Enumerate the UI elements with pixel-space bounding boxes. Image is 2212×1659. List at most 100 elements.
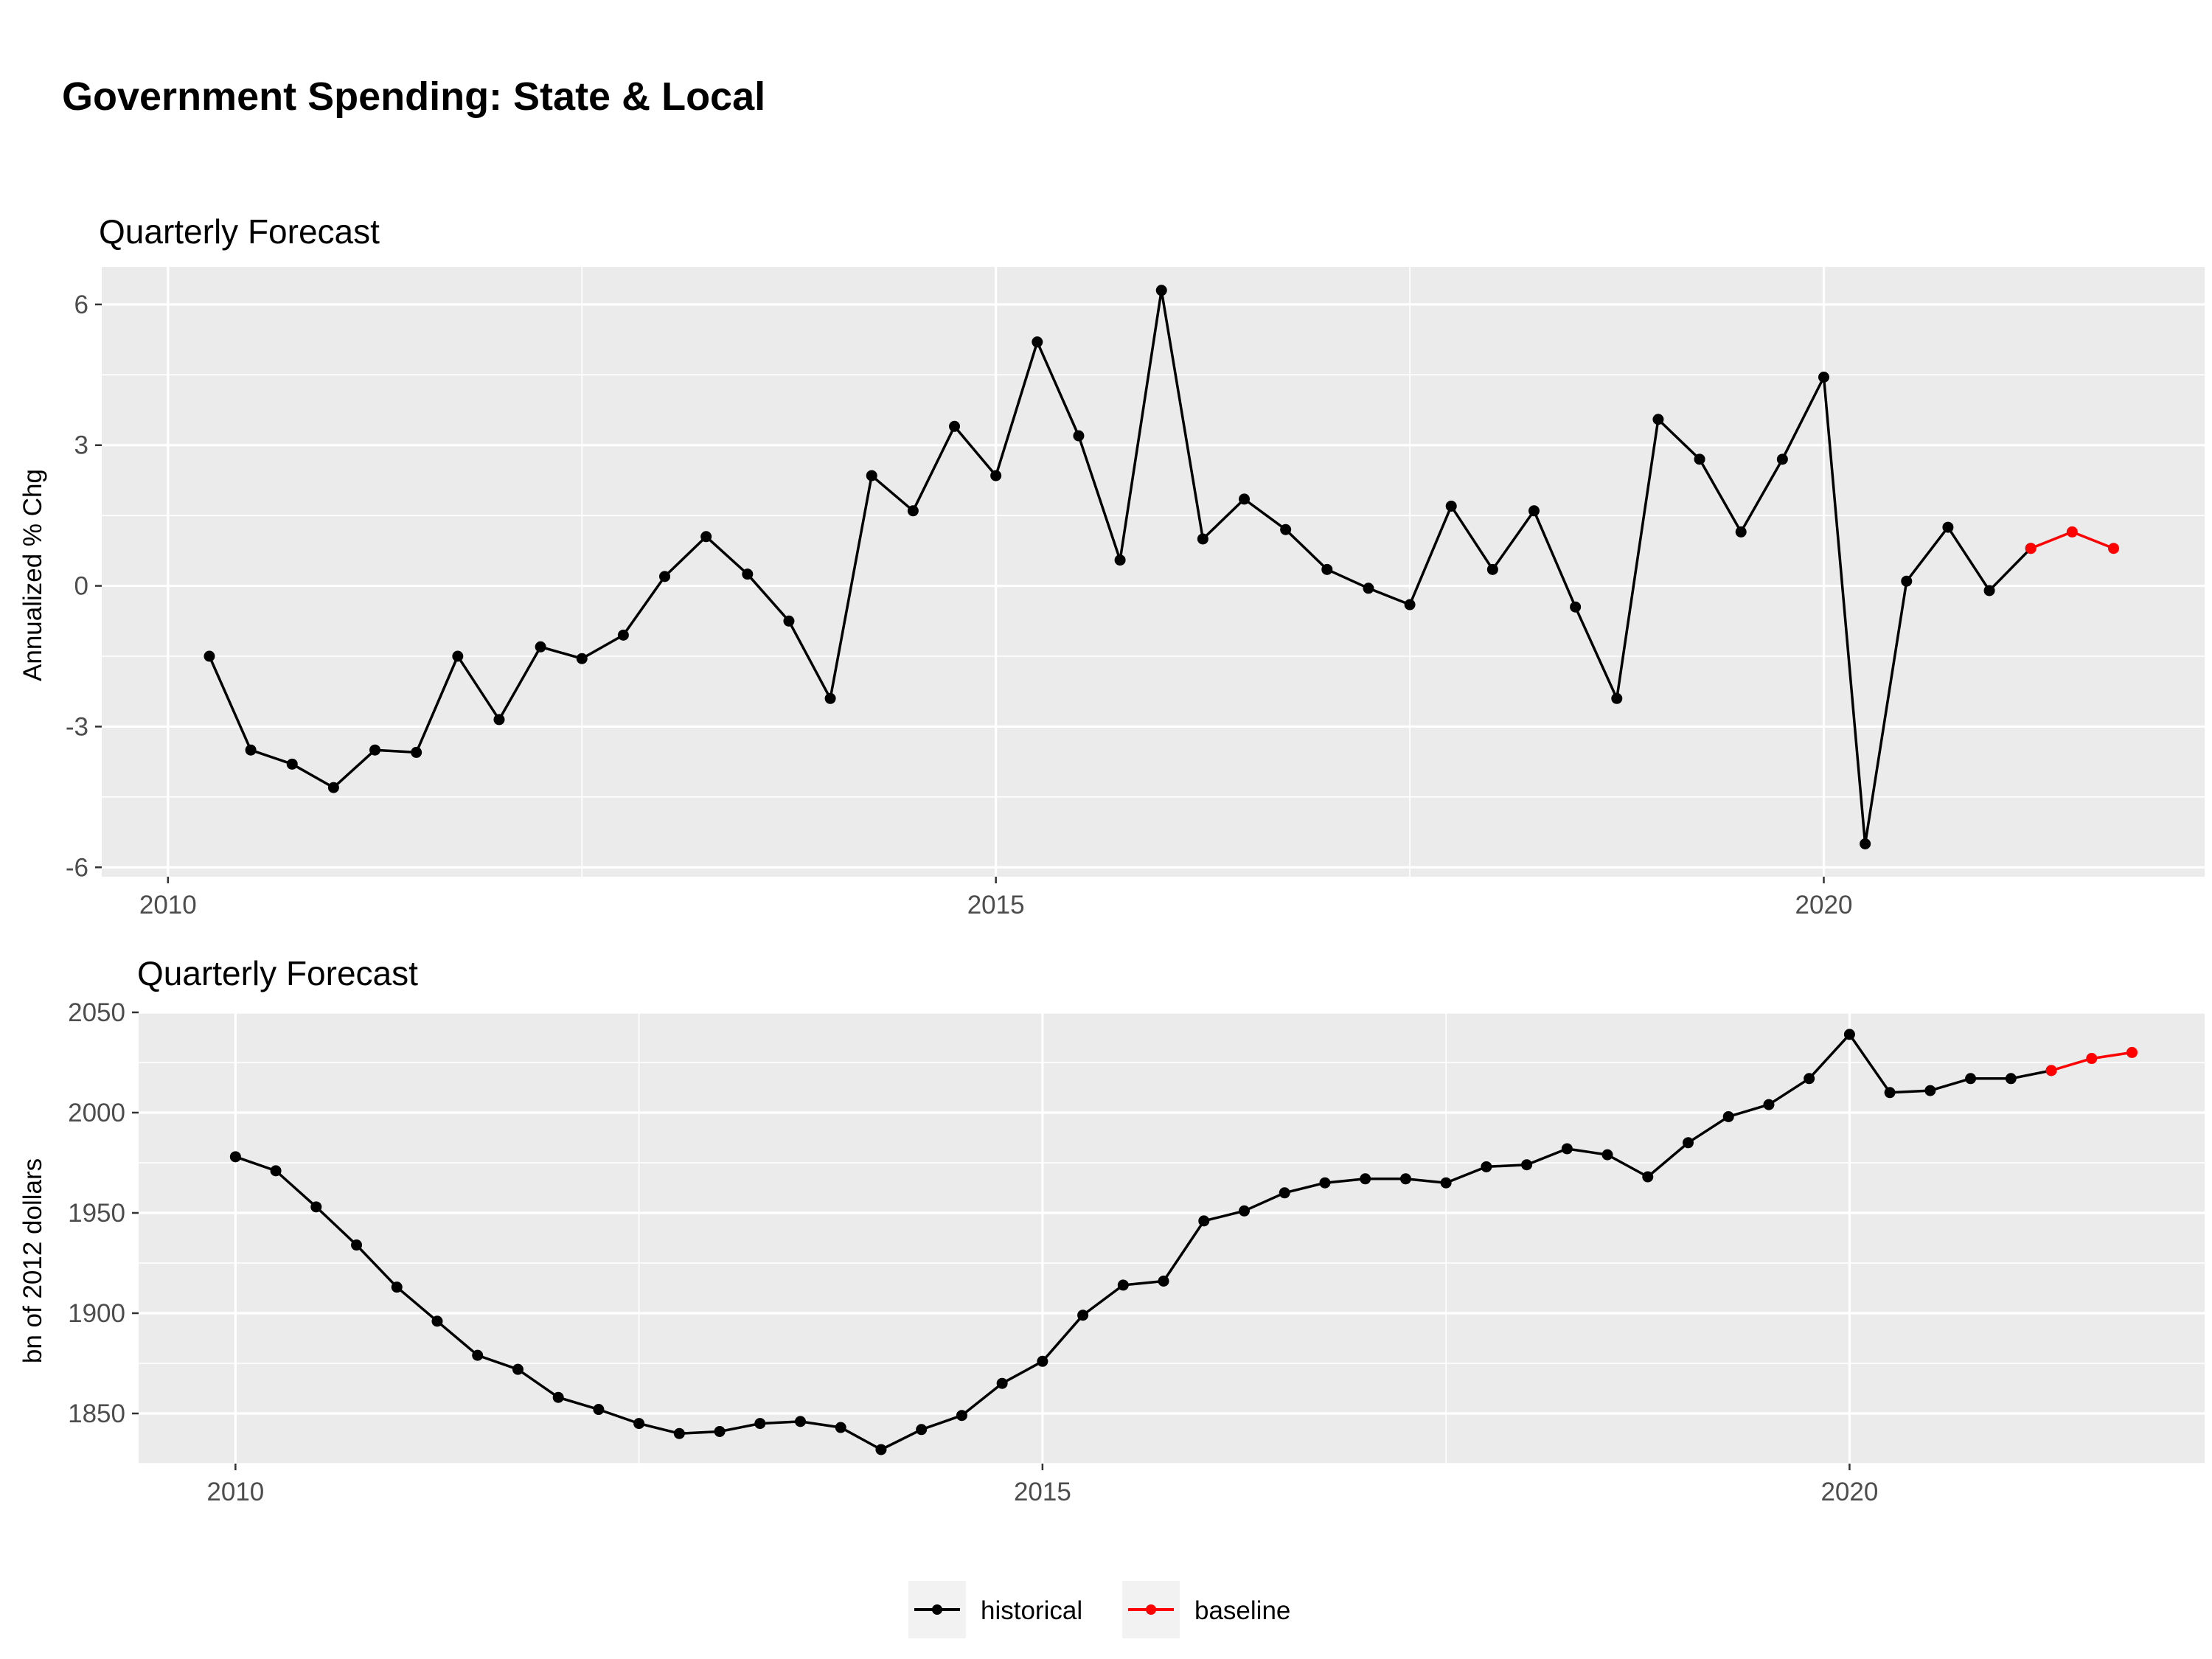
data-point-historical <box>700 531 712 543</box>
data-point-historical <box>617 629 629 641</box>
data-point-historical <box>866 470 877 481</box>
data-point-historical <box>576 653 588 664</box>
data-point-historical <box>1901 575 1913 587</box>
data-point-baseline <box>2025 543 2037 554</box>
data-point-historical <box>824 692 836 704</box>
data-point-historical <box>1570 601 1582 613</box>
data-point-historical <box>1652 414 1664 425</box>
data-point-historical <box>1198 1215 1210 1227</box>
data-point-historical <box>1363 582 1374 594</box>
y-tick-label: -3 <box>66 712 88 741</box>
data-point-historical <box>552 1391 564 1403</box>
x-tick-label: 2020 <box>1795 891 1853 919</box>
data-point-historical <box>1360 1173 1371 1185</box>
data-point-historical <box>1404 599 1416 611</box>
data-point-historical <box>1037 1355 1048 1367</box>
x-tick-label: 2010 <box>139 891 197 919</box>
data-point-historical <box>1804 1073 1815 1085</box>
y-tick-label: 6 <box>74 291 88 319</box>
data-point-historical <box>411 746 422 758</box>
panel-title-bottom: Quarterly Forecast <box>137 954 418 992</box>
data-point-historical <box>916 1424 928 1436</box>
data-point-historical <box>1942 521 1954 533</box>
x-tick-label: 2015 <box>967 891 1025 919</box>
data-point-historical <box>512 1363 524 1375</box>
data-point-historical <box>1983 585 1995 597</box>
data-point-historical <box>1279 1187 1290 1199</box>
data-point-historical <box>1763 1099 1775 1110</box>
data-point-historical <box>1197 533 1208 545</box>
data-point-historical <box>369 744 381 756</box>
data-point-historical <box>742 568 754 580</box>
data-point-historical <box>1521 1159 1533 1171</box>
plot-panel <box>102 267 2205 877</box>
y-tick-label: 2050 <box>68 998 125 1027</box>
legend-point-historical <box>932 1604 942 1615</box>
y-tick-label: 2000 <box>68 1099 125 1127</box>
legend-label-historical: historical <box>981 1596 1082 1625</box>
y-tick-label: 3 <box>74 431 88 460</box>
data-point-historical <box>1694 453 1705 465</box>
y-axis-label-top: Annualized % Chg <box>18 469 47 681</box>
data-point-historical <box>875 1444 887 1455</box>
data-point-historical <box>1860 838 1871 849</box>
data-point-historical <box>472 1349 484 1361</box>
data-point-historical <box>1642 1171 1654 1183</box>
y-tick-label: 0 <box>74 572 88 601</box>
data-point-historical <box>1843 1029 1855 1040</box>
data-point-historical <box>1445 500 1457 512</box>
data-point-historical <box>1818 371 1829 383</box>
data-point-historical <box>327 782 339 793</box>
data-point-historical <box>431 1315 443 1327</box>
legend-point-baseline <box>1146 1604 1156 1615</box>
data-point-historical <box>1321 563 1333 575</box>
legend-label-baseline: baseline <box>1194 1596 1290 1625</box>
y-axis-label-bottom: bn of 2012 dollars <box>18 1158 47 1363</box>
data-point-historical <box>245 744 257 756</box>
data-point-historical <box>714 1425 726 1437</box>
data-point-historical <box>1735 526 1747 538</box>
data-point-historical <box>795 1416 807 1427</box>
legend: historical baseline <box>908 1581 1290 1638</box>
y-tick-label: 1850 <box>68 1399 125 1428</box>
data-point-historical <box>835 1422 846 1433</box>
data-point-historical <box>2005 1073 2017 1085</box>
data-point-historical <box>990 470 1002 481</box>
data-point-historical <box>1440 1177 1452 1189</box>
data-point-historical <box>1239 1205 1251 1217</box>
x-tick-label: 2010 <box>206 1478 264 1506</box>
data-point-historical <box>1486 563 1498 575</box>
data-point-baseline <box>2107 543 2119 554</box>
plot-panel <box>139 1012 2205 1464</box>
data-point-historical <box>754 1418 766 1430</box>
x-tick-label: 2015 <box>1014 1478 1071 1506</box>
y-tick-label: -6 <box>66 853 88 882</box>
y-tick-label: 1950 <box>68 1199 125 1228</box>
data-point-historical <box>1722 1110 1734 1122</box>
data-point-historical <box>391 1281 403 1293</box>
y-tick-label: 1900 <box>68 1299 125 1328</box>
data-point-historical <box>1155 285 1167 296</box>
data-point-historical <box>1280 524 1292 535</box>
data-point-historical <box>593 1404 605 1416</box>
data-point-historical <box>1077 1310 1089 1321</box>
main-title: Government Spending: State & Local <box>62 74 766 119</box>
data-point-historical <box>783 615 795 627</box>
data-point-historical <box>659 571 671 582</box>
data-point-historical <box>1924 1085 1936 1096</box>
data-point-historical <box>1965 1073 1977 1085</box>
data-point-historical <box>956 1410 967 1422</box>
data-point-historical <box>1239 493 1251 505</box>
data-point-historical <box>229 1151 241 1163</box>
panel-real-spending: 1850 1900 1950 2000 2050 2010 2015 2020 Quarterl… <box>18 954 2205 1506</box>
data-point-baseline <box>2086 1053 2098 1065</box>
data-point-historical <box>949 420 961 432</box>
data-point-historical <box>493 714 505 726</box>
data-point-historical <box>270 1165 282 1177</box>
data-point-historical <box>310 1201 322 1213</box>
x-tick-label: 2020 <box>1820 1478 1878 1506</box>
data-point-historical <box>633 1418 645 1430</box>
data-point-historical <box>204 650 215 662</box>
data-point-historical <box>286 758 298 770</box>
